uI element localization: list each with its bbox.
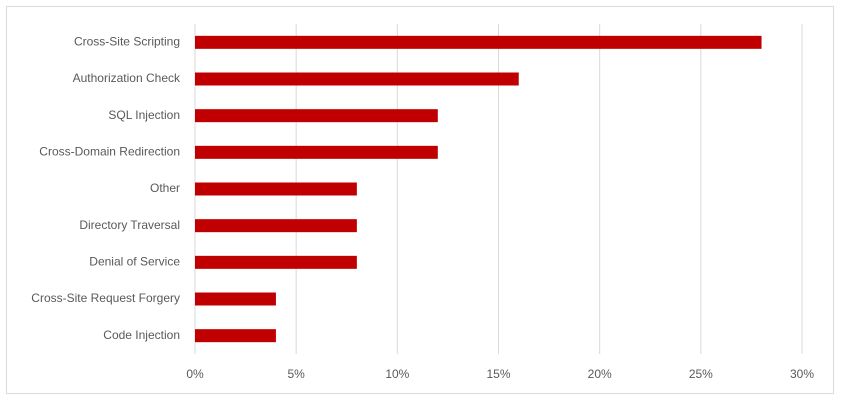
y-tick-label: Other	[150, 181, 180, 195]
y-tick-label: SQL Injection	[108, 108, 180, 122]
bar	[195, 255, 357, 269]
y-tick-label: Denial of Service	[89, 255, 180, 269]
y-tick-label: Authorization Check	[73, 71, 181, 85]
chart-border	[6, 6, 834, 394]
x-tick-label: 5%	[287, 367, 305, 381]
x-tick-label: 30%	[790, 367, 814, 381]
y-tick-label: Cross-Site Request Forgery	[31, 291, 180, 305]
bar	[195, 329, 276, 343]
x-tick-label: 25%	[689, 367, 713, 381]
bar	[195, 72, 519, 86]
bar	[195, 182, 357, 196]
x-tick-label: 20%	[588, 367, 612, 381]
x-tick-label: 15%	[486, 367, 510, 381]
x-tick-label: 0%	[186, 367, 204, 381]
x-tick-label: 10%	[385, 367, 409, 381]
bar	[195, 219, 357, 233]
y-tick-label: Directory Traversal	[79, 218, 180, 232]
bar	[195, 145, 438, 159]
bar	[195, 292, 276, 306]
y-tick-label: Cross-Site Scripting	[74, 35, 180, 49]
y-tick-label: Cross-Domain Redirection	[39, 145, 180, 159]
y-tick-label: Code Injection	[103, 328, 180, 342]
bar	[195, 35, 762, 49]
bar	[195, 109, 438, 123]
